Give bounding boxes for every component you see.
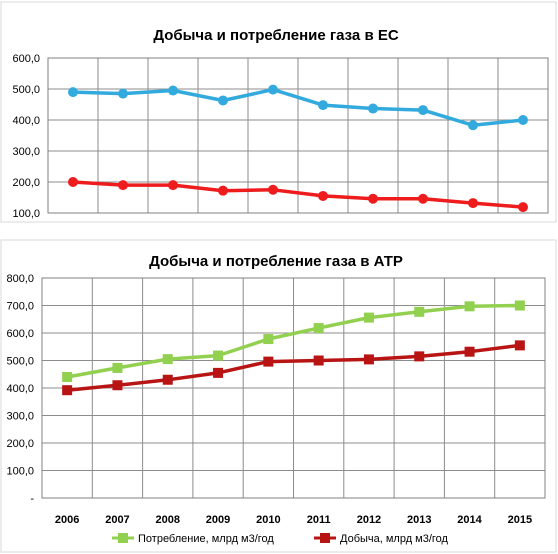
data-point <box>112 362 123 373</box>
data-point <box>68 87 78 98</box>
data-point <box>68 177 78 187</box>
legend-marker <box>118 533 128 543</box>
data-point <box>514 340 525 351</box>
chart-frame-1 <box>0 1 557 223</box>
data-point <box>263 356 274 367</box>
data-point <box>263 334 274 345</box>
y-tick-label: 200,0 <box>12 177 40 189</box>
y-tick-label: 100,0 <box>6 466 34 478</box>
data-point <box>313 323 324 334</box>
series-line <box>67 343 521 392</box>
data-point <box>363 354 374 365</box>
x-tick-label: 2014 <box>457 514 482 526</box>
data-point <box>162 374 173 385</box>
data-point <box>168 85 178 96</box>
data-point <box>318 190 328 201</box>
data-point <box>514 300 525 311</box>
x-tick-label: 2013 <box>407 514 431 526</box>
y-tick-label: 400,0 <box>6 383 34 395</box>
y-tick-label: 800,0 <box>6 273 34 285</box>
data-point <box>218 185 228 196</box>
data-point <box>62 385 73 396</box>
y-tick-label: 100,0 <box>12 208 40 220</box>
data-point <box>418 105 428 116</box>
plot-area-2 <box>41 277 546 499</box>
data-point <box>168 180 178 191</box>
y-tick-label: 600,0 <box>12 53 40 65</box>
series-line <box>72 180 524 209</box>
data-point <box>118 180 128 191</box>
data-point <box>368 103 378 114</box>
chart-frame-2 <box>0 239 557 553</box>
data-point <box>468 120 478 131</box>
data-point <box>218 95 228 106</box>
data-point <box>468 198 478 209</box>
y-tick-label: - <box>30 493 34 505</box>
series-line <box>72 87 524 128</box>
data-point <box>414 351 425 362</box>
data-point <box>268 184 278 195</box>
data-point <box>162 354 173 365</box>
y-tick-label: 500,0 <box>6 356 34 368</box>
y-tick-label: 200,0 <box>6 438 34 450</box>
data-point <box>62 372 73 382</box>
x-tick-label: 2007 <box>105 514 129 526</box>
x-tick-label: 2012 <box>357 514 381 526</box>
data-point <box>464 346 475 357</box>
legend-marker <box>320 533 330 543</box>
y-tick-label: 700,0 <box>6 301 34 313</box>
x-tick-label: 2010 <box>256 514 280 526</box>
data-point <box>213 367 224 378</box>
y-tick-label: 600,0 <box>6 328 34 340</box>
data-point <box>318 100 328 111</box>
chart-title-2: Добыча и потребление газа в АТР <box>149 253 403 270</box>
x-tick-label: 2009 <box>206 514 230 526</box>
data-point <box>418 193 428 204</box>
data-point <box>363 312 374 323</box>
data-point <box>518 202 528 213</box>
y-tick-label: 500,0 <box>12 84 40 96</box>
data-point <box>118 88 128 99</box>
x-tick-label: 2011 <box>307 514 331 526</box>
x-tick-label: 2006 <box>55 514 79 526</box>
legend-label: Добыча, млрд м3/год <box>340 533 449 545</box>
data-point <box>268 84 278 95</box>
chart-title-1: Добыча и потребление газа в ЕС <box>153 27 399 44</box>
y-tick-label: 300,0 <box>12 146 40 158</box>
legend-label: Потребление, млрд м3/год <box>138 533 274 545</box>
data-point <box>518 115 528 125</box>
data-point <box>213 350 224 361</box>
data-point <box>414 306 425 317</box>
data-point <box>464 301 475 312</box>
y-tick-label: 300,0 <box>6 411 34 423</box>
x-tick-label: 2015 <box>508 514 532 526</box>
series-line <box>66 303 520 379</box>
x-tick-label: 2008 <box>156 514 180 526</box>
data-point <box>112 380 123 391</box>
plot-area-1 <box>47 57 549 214</box>
data-point <box>313 355 324 366</box>
data-point <box>368 193 378 204</box>
y-tick-label: 400,0 <box>12 115 40 127</box>
